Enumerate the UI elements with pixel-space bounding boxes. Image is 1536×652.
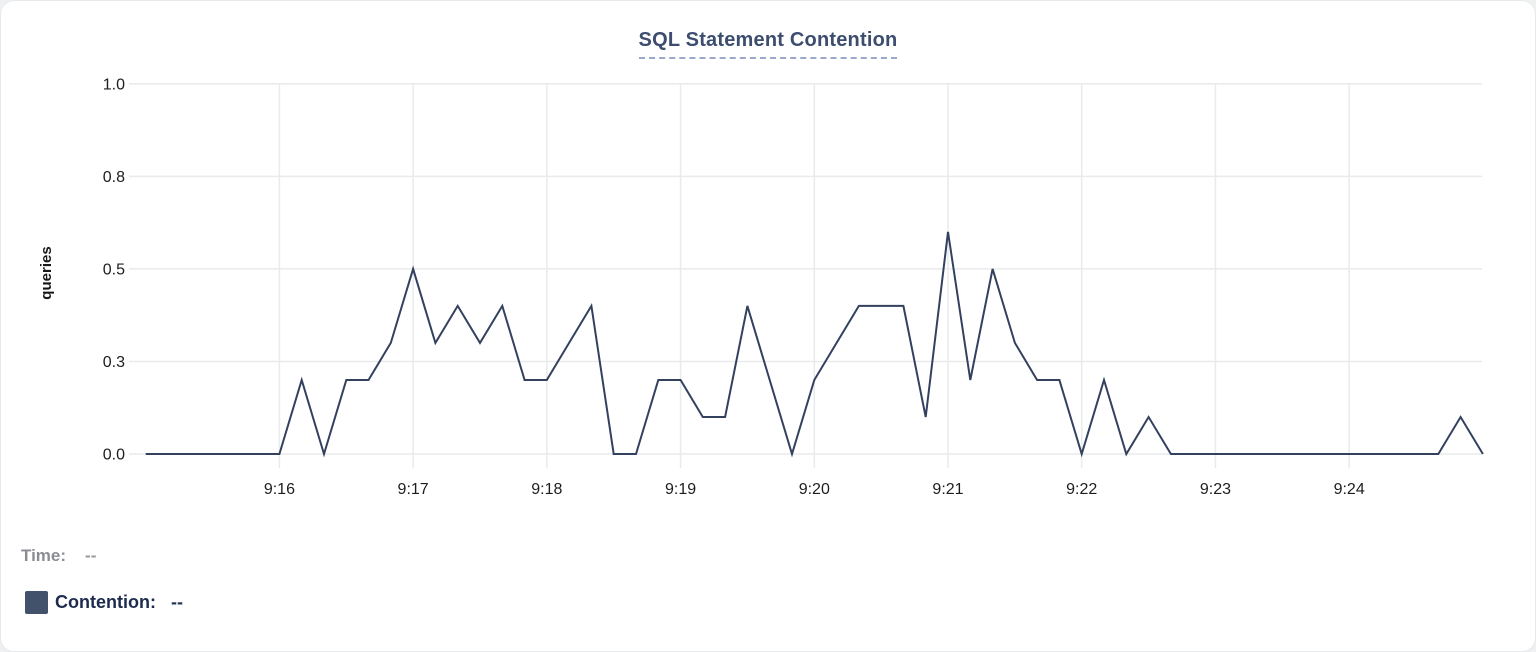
legend-contention-label: Contention: xyxy=(55,592,156,612)
x-tick-label: 9:19 xyxy=(665,481,696,498)
x-tick-label: 9:16 xyxy=(264,481,295,498)
x-tick-label: 9:24 xyxy=(1334,481,1365,498)
legend-contention-row: Contention: -- xyxy=(25,591,183,614)
contention-chart[interactable]: 0.00.30.50.81.09:16 9:17 9:18 9:19 9:20 9:21 9… xyxy=(1,1,1536,516)
y-tick-label: 1.0 xyxy=(103,76,125,93)
legend-time-row: Time: -- xyxy=(21,546,96,566)
x-tick-label: 9:17 xyxy=(398,481,429,498)
y-gridlines: 0.0 0.3 0.5 0.8 1.0 xyxy=(103,76,1482,464)
legend-time-label: Time: xyxy=(21,546,67,565)
x-tick-label: 9:20 xyxy=(799,481,830,498)
contention-series-line xyxy=(145,231,1484,458)
legend-contention-value: -- xyxy=(170,592,183,612)
x-tick-label: 9:23 xyxy=(1200,481,1231,498)
y-tick-label: 0.8 xyxy=(103,169,125,186)
x-gridlines: 9:16 9:17 9:18 9:19 9:20 9:21 9:22 9:23 9:24 xyxy=(264,83,1365,498)
y-tick-label: 0.0 xyxy=(103,447,125,464)
y-axis-label: queries xyxy=(38,246,55,299)
x-tick-label: 9:22 xyxy=(1066,481,1097,498)
legend-time-value: -- xyxy=(85,546,97,565)
contention-series-swatch[interactable] xyxy=(25,591,48,614)
y-tick-label: 0.5 xyxy=(103,261,125,278)
x-tick-label: 9:18 xyxy=(531,481,562,498)
chart-title[interactable]: SQL Statement Contention xyxy=(638,29,898,59)
y-tick-label: 0.3 xyxy=(103,354,125,371)
chart-header: SQL Statement Contention xyxy=(1,29,1535,59)
x-tick-label: 9:21 xyxy=(932,481,963,498)
